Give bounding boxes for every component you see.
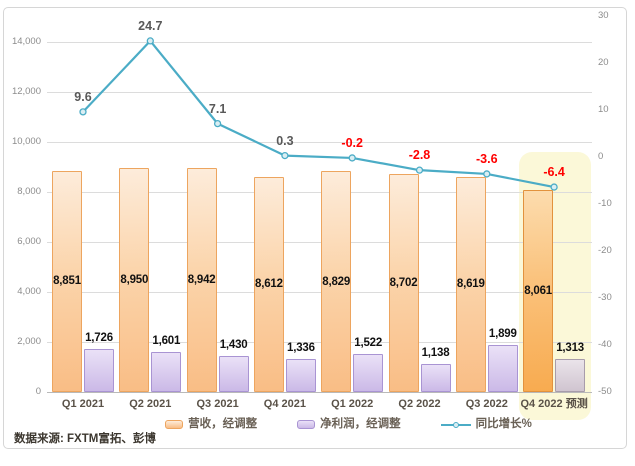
line-point-label: -2.8 [408,148,431,163]
revenue-bar [253,176,284,392]
left-axis-tick: 0 [35,386,41,397]
line-point-label: 9.6 [74,89,92,104]
legend-item-profit: 净利润，经调整 [297,417,401,432]
profit-bar-label: 1,726 [85,331,113,344]
revenue-bar-label: 8,612 [255,278,283,291]
left-axis-tick: 10,000 [11,136,41,147]
line-point-label: -6.4 [543,165,565,180]
x-axis-line [47,392,592,393]
left-axis-tick: 12,000 [11,86,41,97]
profit-legend-swatch [297,420,316,429]
profit-bar-label: 1,522 [354,336,383,349]
profit-bar-label: 1,899 [488,327,517,340]
revenue-bar [119,168,150,392]
profit-bar-label: 1,138 [421,346,450,359]
revenue-bar-label: 8,851 [53,275,81,288]
right-axis-tick: -30 [598,292,612,303]
left-axis-tick: 8,000 [17,186,41,197]
right-axis-tick: 0 [598,151,604,162]
left-axis-tick: 2,000 [17,336,41,347]
revenue-bar-label: 8,942 [187,274,216,287]
line-marker [483,170,491,178]
growth-legend-label: 同比增长% [475,418,532,430]
x-axis-label: Q2 2022 [398,398,441,410]
right-axis-tick: 30 [598,10,609,21]
gridline [47,92,592,93]
line-marker [415,166,424,174]
x-axis-label: Q4 2021 [263,398,306,410]
line-marker [213,119,222,128]
line-point-label: 24.7 [138,18,163,33]
line-marker [550,183,558,191]
revenue-legend-swatch [165,420,184,429]
x-axis-label: Q1 2021 [61,398,105,410]
line-marker [79,108,87,116]
profit-bar [84,348,114,392]
profit-bar-label: 1,313 [556,342,584,355]
gridline [47,42,592,43]
revenue-bar-label: 8,950 [120,274,149,287]
gridline [47,342,592,343]
line-point-label: 7.1 [208,101,227,116]
x-axis-label: Q1 2022 [331,398,374,410]
x-axis-label: Q2 2021 [129,398,172,410]
profit-legend-label: 净利润，经调整 [320,418,401,430]
x-axis-label: Q3 2021 [196,398,239,410]
right-axis-tick: -10 [598,198,612,209]
x-axis-label: Q4 2022 预测 [520,398,588,410]
line-point-label: -3.6 [476,151,498,166]
x-axis-label: Q3 2022 [465,398,508,410]
line-marker [348,154,356,162]
right-axis-tick: -20 [598,245,612,256]
left-axis-tick: 14,000 [11,36,41,47]
profit-bar [218,356,249,392]
revenue-bar [455,176,486,392]
revenue-bar [52,170,82,392]
revenue-bar [321,171,352,392]
right-axis-tick: 10 [598,104,609,115]
gridline [47,292,592,293]
profit-bar-label: 1,601 [152,334,181,347]
profit-bar [420,363,451,392]
legend-item-growth: 同比增长% [440,417,532,432]
revenue-legend-label: 营收，经调整 [188,418,258,430]
legend: 营收，经调整 净利润，经调整 同比增长% [0,417,635,432]
right-axis-tick: -40 [598,339,612,350]
data-source: 数据来源: FXTM富拓、彭博 [14,433,156,445]
right-axis-tick: 20 [598,57,609,68]
profit-bar-label: 1,430 [219,339,248,352]
gridline [47,242,592,243]
left-axis-tick: 6,000 [17,236,41,247]
line-marker [146,37,154,45]
growth-line-legend-swatch [440,420,471,429]
profit-bar [555,359,586,392]
legend-item-revenue: 营收，经调整 [165,417,257,432]
left-axis-tick: 4,000 [17,286,41,297]
revenue-bar-label: 8,829 [322,275,351,288]
revenue-bar-label: 8,619 [456,278,485,291]
profit-bar [487,344,518,392]
revenue-bar-label: 8,061 [524,285,552,298]
line-point-label: -0.2 [341,135,363,150]
revenue-bar [388,174,419,392]
profit-bar-label: 1,336 [287,341,315,354]
line-marker [281,151,289,160]
profit-bar [353,353,384,392]
revenue-bar-label: 8,702 [389,277,418,290]
revenue-bar [186,168,217,392]
line-point-label: 0.3 [276,133,294,148]
gridline [47,192,592,193]
profit-bar [285,358,316,392]
profit-bar [151,351,182,392]
revenue-bar [523,190,554,392]
gridline [47,142,592,143]
right-axis-tick: -50 [598,386,612,397]
